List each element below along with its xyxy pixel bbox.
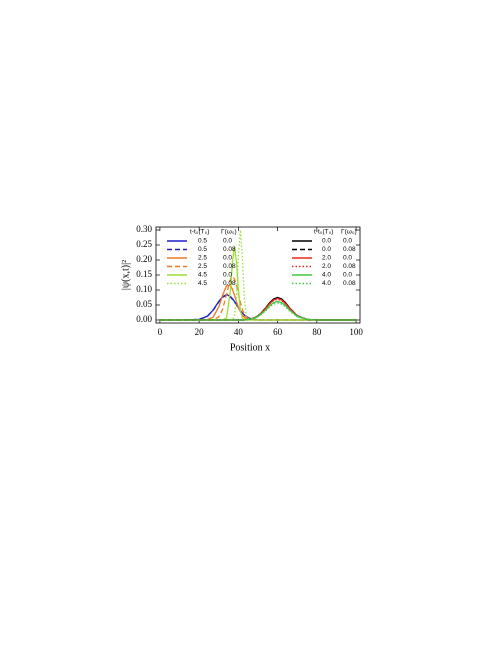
series-line <box>159 284 357 321</box>
x-tick-label: 100 <box>349 327 363 337</box>
legend-gamma: 0.0 <box>223 272 232 279</box>
legend-gamma: 0.08 <box>223 280 236 287</box>
y-tick-label: 0.30 <box>136 224 152 234</box>
legend-label: 0.0 <box>322 246 331 253</box>
y-tick-label: 0.15 <box>136 269 152 279</box>
legend-label: 2.0 <box>322 255 331 262</box>
x-axis-label: Position x <box>230 342 270 353</box>
legend-gamma: 0.0 <box>343 272 352 279</box>
x-tick-label: 20 <box>195 327 205 337</box>
legend-label: 4.5 <box>198 272 207 279</box>
legend-label: 4.0 <box>322 280 331 287</box>
legend-gamma: 0.08 <box>223 246 236 253</box>
legend-label: 0.5 <box>198 238 207 245</box>
legend-label: 0.5 <box>198 246 207 253</box>
legend-header: Γ(ω₀) <box>341 229 357 236</box>
legend-label: 2.0 <box>322 263 331 270</box>
x-tick-label: 0 <box>158 327 163 337</box>
legend-label: 2.5 <box>198 255 207 262</box>
legend-label: 0.0 <box>322 238 331 245</box>
y-tick-label: 0.25 <box>136 239 152 249</box>
y-tick-label: 0.00 <box>136 314 152 324</box>
y-tick-label: 0.05 <box>136 299 152 309</box>
legend-gamma: 0.08 <box>343 263 356 270</box>
legend-gamma: 0.0 <box>343 255 352 262</box>
x-tick-label: 40 <box>234 327 244 337</box>
legend-label: 4.0 <box>322 272 331 279</box>
legend-gamma: 0.0 <box>343 238 352 245</box>
legend-label: 4.5 <box>198 280 207 287</box>
legend-gamma: 0.0 <box>223 255 232 262</box>
legend-label: 2.5 <box>198 263 207 270</box>
legend-gamma: 0.08 <box>343 280 356 287</box>
series-line <box>159 302 357 321</box>
legend-gamma: 0.0 <box>223 238 232 245</box>
legend-header: Γ(ω₀) <box>221 229 237 236</box>
legend-header: t-t₀(T₀) <box>314 229 333 236</box>
y-tick-label: 0.20 <box>136 254 152 264</box>
x-tick-label: 80 <box>312 327 322 337</box>
legend-gamma: 0.08 <box>343 246 356 253</box>
x-tick-label: 60 <box>273 327 283 337</box>
legend-header: t-t₀(T₀) <box>190 229 209 236</box>
y-axis-label: |ψ(x,t)|² <box>120 260 131 290</box>
legend-gamma: 0.08 <box>223 263 236 270</box>
y-tick-label: 0.10 <box>136 284 152 294</box>
